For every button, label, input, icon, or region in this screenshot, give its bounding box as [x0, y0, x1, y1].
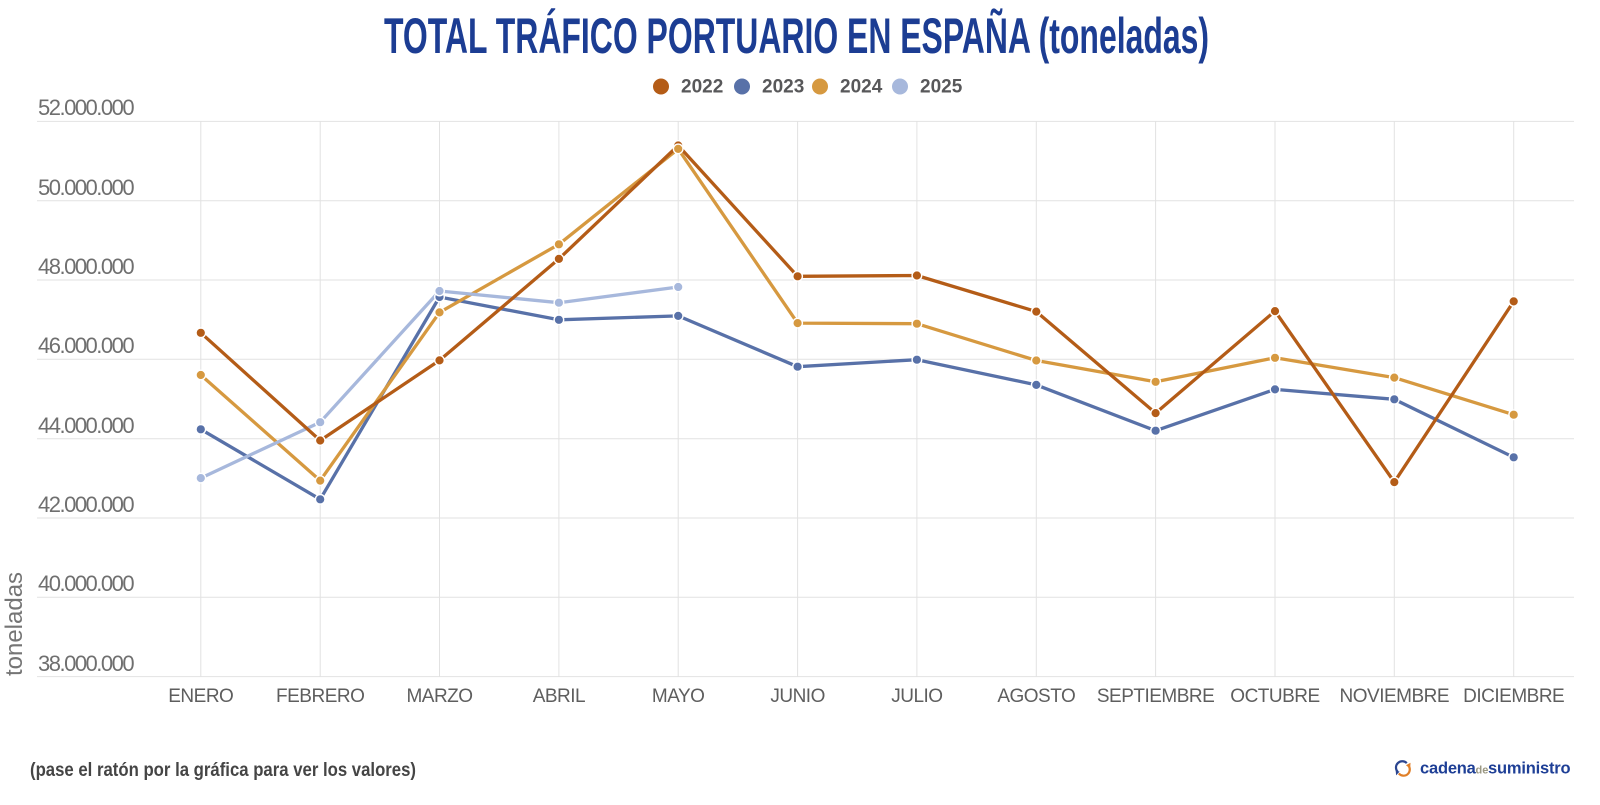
- svg-text:FEBRERO: FEBRERO: [276, 686, 364, 707]
- svg-text:2022: 2022: [681, 77, 723, 98]
- svg-text:SEPTIEMBRE: SEPTIEMBRE: [1097, 686, 1214, 707]
- svg-text:AGOSTO: AGOSTO: [997, 686, 1075, 707]
- svg-text:50.000.000: 50.000.000: [38, 175, 134, 200]
- svg-text:2024: 2024: [840, 77, 883, 98]
- svg-text:52.000.000: 52.000.000: [38, 95, 134, 120]
- svg-text:de: de: [1476, 765, 1489, 777]
- svg-text:42.000.000: 42.000.000: [38, 492, 134, 517]
- svg-text:40.000.000: 40.000.000: [38, 571, 134, 596]
- svg-text:OCTUBRE: OCTUBRE: [1230, 686, 1319, 707]
- svg-text:48.000.000: 48.000.000: [38, 254, 134, 279]
- svg-text:44.000.000: 44.000.000: [38, 413, 134, 438]
- svg-text:46.000.000: 46.000.000: [38, 333, 134, 358]
- svg-text:cadena: cadena: [1420, 760, 1477, 778]
- svg-text:DICIEMBRE: DICIEMBRE: [1463, 686, 1564, 707]
- svg-text:NOVIEMBRE: NOVIEMBRE: [1340, 686, 1450, 707]
- svg-text:MAYO: MAYO: [652, 686, 705, 707]
- svg-text:MARZO: MARZO: [406, 686, 472, 707]
- svg-text:(pase el ratón por la gráfica: (pase el ratón por la gráfica para ver l…: [30, 760, 416, 781]
- svg-text:2023: 2023: [762, 77, 804, 98]
- svg-text:TOTAL TRÁFICO PORTUARIO EN ESP: TOTAL TRÁFICO PORTUARIO EN ESPAÑA (tonel…: [384, 8, 1209, 64]
- svg-text:JULIO: JULIO: [891, 686, 942, 707]
- svg-text:2025: 2025: [920, 77, 963, 98]
- svg-text:ABRIL: ABRIL: [533, 686, 585, 707]
- svg-text:ENERO: ENERO: [168, 686, 233, 707]
- svg-text:suministro: suministro: [1488, 760, 1570, 778]
- svg-text:toneladas: toneladas: [1, 572, 28, 676]
- svg-text:38.000.000: 38.000.000: [38, 651, 134, 676]
- svg-text:JUNIO: JUNIO: [770, 686, 825, 707]
